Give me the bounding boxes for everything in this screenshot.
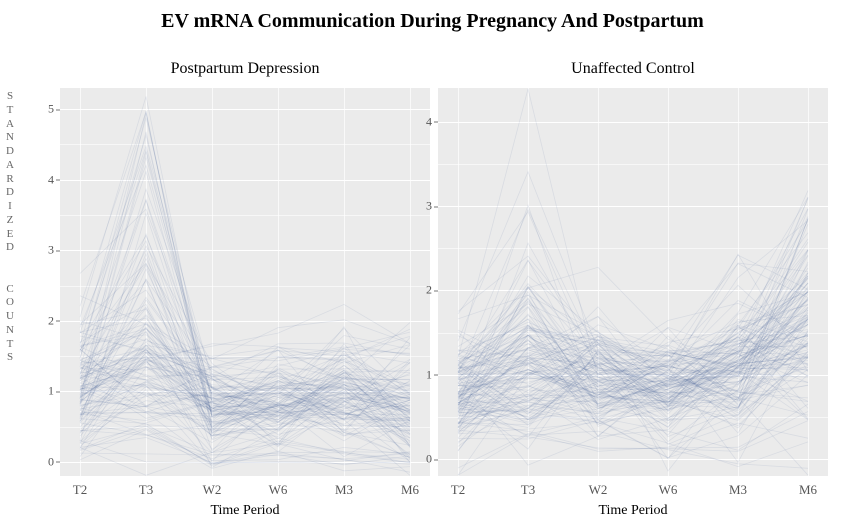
x-tick-label: T2: [73, 482, 87, 498]
lines-svg-left: [60, 88, 430, 476]
y-tick-label: 2: [426, 283, 432, 298]
x-axis-label-right: Time Period: [438, 503, 828, 519]
x-tick-label: M6: [401, 482, 419, 498]
series-line: [80, 112, 410, 433]
x-axis-label-left: Time Period: [60, 503, 430, 519]
y-tick-label: 4: [48, 172, 54, 187]
x-tick-label: W2: [203, 482, 222, 498]
panel-right: 01234T2T3W2W6M3M6: [438, 88, 828, 476]
y-tick-label: 3: [48, 243, 54, 258]
y-tick-label: 0: [426, 452, 432, 467]
x-tick-label: W2: [589, 482, 608, 498]
y-tick-label: 4: [426, 114, 432, 129]
panel-title-right: Unaffected Control: [438, 60, 828, 78]
panel-title-left: Postpartum Depression: [60, 60, 430, 78]
y-tick-label: 3: [426, 199, 432, 214]
series-line: [458, 285, 808, 373]
lines-svg-right: [438, 88, 828, 476]
series-line: [80, 236, 410, 402]
x-tick-label: T2: [451, 482, 465, 498]
y-tick-label: 1: [48, 384, 54, 399]
y-tick-label: 2: [48, 313, 54, 328]
y-tick-label: 5: [48, 102, 54, 117]
y-axis-label: STANDARDIZEDCOUNTS: [2, 90, 18, 365]
main-title: EV mRNA Communication During Pregnancy A…: [0, 10, 865, 33]
y-tick-label: 0: [48, 454, 54, 469]
x-tick-label: M6: [799, 482, 817, 498]
x-tick-label: M3: [335, 482, 353, 498]
x-tick-label: W6: [269, 482, 288, 498]
series-line: [80, 438, 410, 463]
x-tick-label: M3: [729, 482, 747, 498]
y-tick-label: 1: [426, 367, 432, 382]
panel-left: 012345T2T3W2W6M3M6: [60, 88, 430, 476]
x-tick-label: T3: [139, 482, 153, 498]
x-tick-label: T3: [521, 482, 535, 498]
x-tick-label: W6: [659, 482, 678, 498]
